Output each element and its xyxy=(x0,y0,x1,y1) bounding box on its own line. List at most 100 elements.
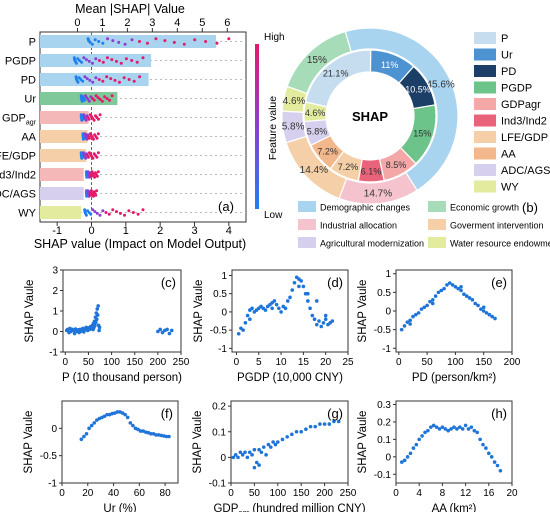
y-axis-label: SHAP Vaule xyxy=(23,411,35,474)
data-point xyxy=(236,455,240,460)
data-point xyxy=(264,453,268,457)
data-point xyxy=(271,440,275,444)
data-point xyxy=(292,280,297,285)
inner-ring-label: 15% xyxy=(413,129,431,139)
x-tick-label: 4 xyxy=(416,488,422,499)
shap-dot xyxy=(145,41,149,45)
data-point xyxy=(257,447,261,452)
data-point xyxy=(160,330,165,335)
shap-dot xyxy=(117,40,121,44)
x-tick-label: 150 xyxy=(293,488,310,499)
x-tick-label: 25 xyxy=(342,357,354,368)
shap-dot xyxy=(93,175,97,179)
x-tick-label: 16 xyxy=(483,488,495,499)
top-tick-label: 3 xyxy=(149,17,155,29)
shap-dot xyxy=(138,75,142,79)
y-tick-label: -0.5 xyxy=(374,325,392,336)
shap-dot xyxy=(95,136,99,140)
shap-dot xyxy=(87,99,91,103)
importance-bar xyxy=(40,73,149,86)
y-tick-label: 0 xyxy=(221,307,227,318)
shap-dot xyxy=(123,213,127,217)
shap-dot xyxy=(95,155,99,159)
y-tick-label: -0.1 xyxy=(374,470,392,481)
x-tick-label: 0 xyxy=(228,488,234,499)
shap-dot xyxy=(122,76,126,80)
shap-dot xyxy=(101,79,105,83)
x-tick-label: 150 xyxy=(475,357,492,368)
x-tick-label: 80 xyxy=(160,488,172,499)
x-axis-label: Ur (%) xyxy=(103,503,136,512)
feature-labels: P PGDP PD Ur GDPagr AA LFE/GDP Ind3/Ind2 ADC/AGS… xyxy=(0,37,37,220)
shap-dots xyxy=(72,37,231,217)
data-point xyxy=(453,284,458,289)
bottom-axis-ticks: -1 0 1 2 3 4 xyxy=(52,222,232,237)
data-point xyxy=(321,321,326,325)
group-label: Industrial allocation xyxy=(320,221,397,231)
y-tick-label: -1 xyxy=(218,344,227,355)
data-point xyxy=(478,437,482,442)
shap-dot xyxy=(94,76,98,80)
data-point xyxy=(131,423,135,428)
bottom-tick-label: 3 xyxy=(191,225,197,237)
y-tick-label: -1 xyxy=(48,479,57,490)
importance-bars xyxy=(40,32,246,222)
outer-ring-slice xyxy=(286,30,352,95)
shap-dot xyxy=(113,78,117,82)
data-point xyxy=(469,425,474,429)
data-point xyxy=(336,419,341,424)
top-tick-label: 2 xyxy=(124,17,130,29)
shap-dot xyxy=(101,60,105,64)
data-point xyxy=(440,425,445,429)
data-point xyxy=(481,309,486,313)
data-point xyxy=(475,430,480,435)
data-point xyxy=(313,424,318,429)
data-point xyxy=(414,442,419,447)
x-tick-label: 100 xyxy=(447,357,464,368)
feature-label: GDPagr xyxy=(2,113,37,127)
shap-dot xyxy=(127,78,131,81)
data-point xyxy=(94,317,99,322)
x-tick-label: 100 xyxy=(103,357,120,368)
data-point xyxy=(240,453,245,457)
feature-label: Ur xyxy=(24,94,36,106)
data-point xyxy=(434,425,439,429)
data-point xyxy=(274,302,279,307)
legend-swatch xyxy=(474,180,496,193)
shap-dot xyxy=(98,97,102,101)
data-point xyxy=(481,305,486,310)
importance-bar xyxy=(40,92,118,105)
importance-bar xyxy=(40,187,84,200)
data-point xyxy=(273,442,278,447)
x-tick-label: 250 xyxy=(340,488,357,499)
data-point xyxy=(408,322,412,326)
data-point xyxy=(250,306,254,311)
data-point xyxy=(233,453,238,457)
shap-dot xyxy=(114,210,118,214)
data-point xyxy=(290,432,294,437)
group-swatch xyxy=(298,237,316,248)
data-point xyxy=(252,465,257,470)
outer-ring-label: 14.7% xyxy=(364,189,392,200)
data-point xyxy=(452,425,456,429)
x-tick-label: 8 xyxy=(440,488,446,499)
donut-chart: 45.6%14.7%14.4%5.8%4.6%15% 11%10.5%15%8.5… xyxy=(281,27,459,205)
data-point xyxy=(310,313,315,318)
x-axis-label: GDPagr (hundred million CNY) xyxy=(213,503,365,512)
shap-dot xyxy=(87,136,91,140)
legend-swatch xyxy=(474,65,496,77)
y-tick-label: 2 xyxy=(52,286,58,297)
data-point xyxy=(123,412,127,417)
shap-dot xyxy=(74,61,78,65)
feature-label: Ind3/Ind2 xyxy=(0,170,36,182)
x-tick-label: 200 xyxy=(504,357,521,368)
panel-tag: (e) xyxy=(491,275,507,290)
colorbar-low: Low xyxy=(264,210,283,221)
data-point xyxy=(306,291,310,296)
data-point xyxy=(231,455,236,460)
shap-dot xyxy=(96,132,100,136)
data-point xyxy=(493,316,497,321)
data-point xyxy=(472,428,477,433)
data-point xyxy=(156,329,160,334)
